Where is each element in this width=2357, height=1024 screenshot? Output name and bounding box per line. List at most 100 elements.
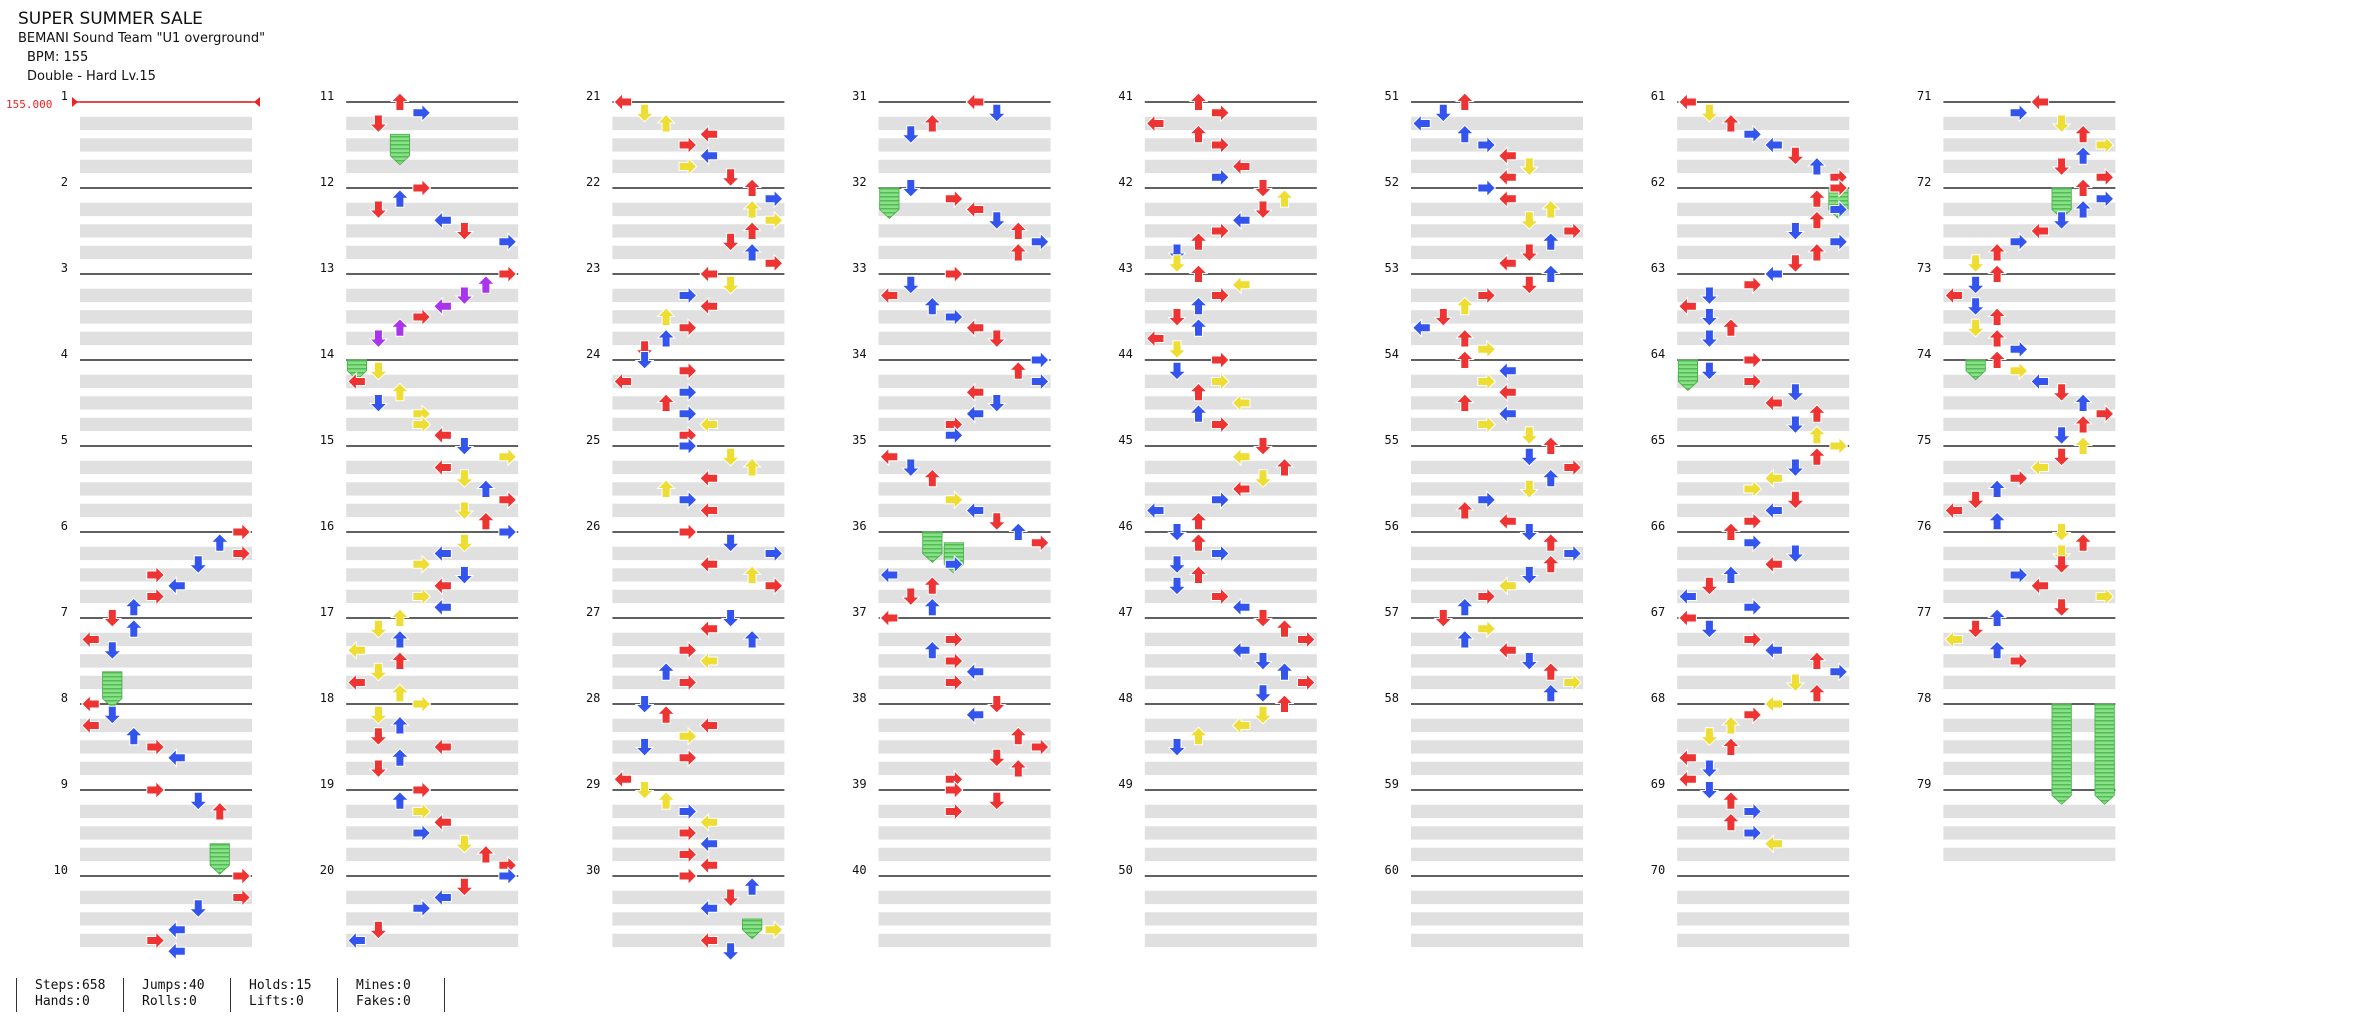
arrow-note (1699, 103, 1720, 123)
beat-band (346, 718, 519, 733)
arrow-note (498, 490, 518, 510)
arrow-note (412, 103, 432, 123)
beat-band (612, 847, 785, 862)
beat-band (80, 654, 252, 668)
beat-band (878, 224, 1051, 238)
arrow-note (1297, 672, 1316, 693)
arrow-note (498, 866, 518, 886)
stat-group-mines: Mines:0 Fakes:0 (337, 978, 411, 1012)
arrow-note (1412, 318, 1431, 338)
arrow-note (987, 512, 1007, 532)
arrow-note (1965, 490, 1986, 510)
beat-band (1677, 202, 1850, 217)
arrow-note (1008, 726, 1029, 746)
arrow-note (1030, 232, 1050, 252)
beat-band (1411, 933, 1583, 948)
beat-band (1411, 374, 1583, 389)
measure-number: 36 (852, 519, 866, 533)
arrow-note (1008, 242, 1029, 262)
beat-band (80, 740, 252, 754)
beat-band (1144, 826, 1317, 840)
lane-4: 31 32 33 34 35 36 37 38 39 40 (852, 89, 1051, 948)
arrow-note (124, 726, 144, 746)
arrow-note (1274, 189, 1295, 208)
beat-band (1677, 761, 1850, 776)
measure-number: 3 (61, 261, 68, 275)
arrow-note (1721, 522, 1741, 541)
measure-number: 22 (586, 175, 600, 189)
arrow-note (210, 533, 230, 552)
beat-band (346, 847, 519, 862)
measure-number: 1 (61, 89, 68, 103)
arrow-note (1829, 232, 1849, 252)
arrow-note (498, 264, 518, 284)
beat-band (1677, 718, 1850, 733)
beat-band (1144, 933, 1317, 948)
beat-band (346, 245, 519, 260)
arrow-note (1563, 543, 1583, 564)
beat-band (878, 310, 1051, 324)
arrow-note (1699, 286, 1720, 306)
beat-band (80, 568, 252, 582)
arrow-note (232, 887, 252, 908)
measure-number: 66 (1651, 519, 1665, 533)
arrow-note (368, 759, 389, 779)
arrow-note (1274, 662, 1295, 681)
beat-band (1677, 546, 1850, 561)
measure-number: 76 (1917, 519, 1931, 533)
arrow-note (1231, 640, 1251, 661)
arrow-note (347, 640, 366, 661)
lane-1: 1 2 3 4 5 6 7 8 9 10 (54, 89, 252, 948)
arrow-note (1167, 523, 1187, 542)
arrow-note (2030, 457, 2050, 478)
arrow-note (1231, 156, 1251, 177)
stat-fakes: Fakes:0 (356, 994, 411, 1009)
arrow-note (1231, 597, 1251, 618)
beat-band (80, 482, 252, 496)
measure-number: 4 (61, 347, 68, 361)
arrow-note (1678, 296, 1697, 317)
beat-band (878, 589, 1051, 604)
arrow-note (454, 437, 475, 456)
arrow-note (720, 609, 741, 628)
arrow-note (944, 490, 964, 510)
arrow-note (764, 920, 784, 940)
arrow-note (720, 275, 741, 295)
arrow-note (1965, 275, 1986, 295)
beat-band (612, 482, 785, 496)
bpm-change-marker: 155.000 (6, 97, 260, 111)
arrow-note (1785, 415, 1806, 435)
arrow-note (922, 576, 943, 595)
arrow-note (1188, 264, 1209, 283)
arrow-note (1167, 555, 1187, 575)
measure-number: 13 (320, 261, 334, 275)
arrow-note (1699, 361, 1720, 381)
measure-number: 39 (852, 777, 866, 791)
measure-number: 18 (320, 691, 334, 705)
beat-band (1144, 912, 1317, 926)
arrow-note (476, 275, 496, 294)
arrow-note (922, 468, 943, 488)
arrow-note (1743, 479, 1763, 499)
beat-band (878, 761, 1051, 776)
arrow-note (1274, 457, 1295, 477)
measure-number: 47 (1118, 605, 1132, 619)
beat-band (1411, 482, 1583, 496)
arrow-note (613, 769, 633, 790)
arrow-note (2095, 135, 2115, 155)
beat-band (1677, 417, 1850, 432)
hold-note (389, 133, 411, 166)
arrow-note (1188, 318, 1209, 337)
arrow-note (2030, 221, 2050, 241)
hold-note (742, 918, 763, 940)
arrow-note (1721, 715, 1741, 735)
arrow-note (1721, 113, 1741, 133)
arrow-note (678, 404, 698, 424)
arrow-note (1477, 619, 1497, 639)
beat-band (878, 675, 1051, 690)
arrow-note (390, 608, 410, 627)
beat-band (612, 761, 785, 776)
arrow-note (1498, 382, 1517, 403)
arrow-note (656, 791, 676, 810)
